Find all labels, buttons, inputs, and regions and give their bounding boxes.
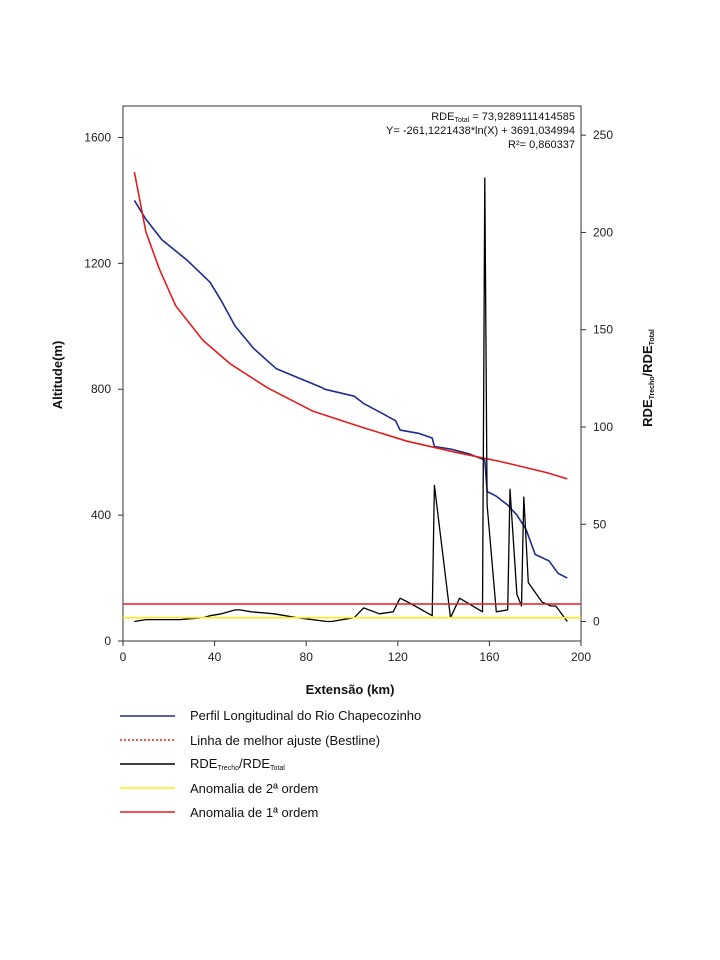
annotation-line-2: Y= -261,1221438*ln(X) + 3691,034994 — [386, 125, 575, 137]
plot-layer — [123, 171, 581, 623]
x-tick-label: 0 — [120, 650, 127, 664]
series-line-linha-de-melhor-ajuste-bestline — [133, 171, 568, 480]
x-tick-label: 40 — [208, 650, 222, 664]
legend-label-profile: Perfil Longitudinal do Rio Chapecozinho — [190, 708, 421, 723]
y2-tick-label: 200 — [593, 225, 613, 239]
plot-frame — [122, 105, 582, 642]
legend: Perfil Longitudinal do Rio Chapecozinho … — [120, 708, 421, 820]
x-tick-label: 200 — [571, 650, 591, 664]
y-axis-title: Altitude(m) — [50, 341, 65, 410]
legend-label-first-order: Anomalia de 1ª ordem — [190, 805, 318, 820]
series-line-perfil-longitudinal-do-rio-chapecozinho — [133, 199, 568, 579]
axes-layer: 0 40 80 120 160 200 0 400 800 1200 1600 0 50 100 150 20… — [84, 128, 613, 664]
annotation-line-1: RDETotal = 73,9289111414585 — [431, 111, 575, 124]
y-tick-label: 1200 — [84, 256, 111, 270]
legend-label-second-order: Anomalia de 2ª ordem — [190, 781, 318, 796]
y2-tick-label: 0 — [593, 615, 600, 629]
series-line-rde-trecho-rde-total — [134, 177, 568, 623]
y2-tick-label: 250 — [593, 128, 613, 142]
x-axis-title: Extensão (km) — [306, 682, 395, 697]
x-tick-label: 80 — [300, 650, 314, 664]
x-tick-label: 160 — [479, 650, 499, 664]
y2-tick-label: 150 — [593, 323, 613, 337]
y-tick-label: 800 — [91, 382, 111, 396]
x-tick-label: 120 — [388, 650, 408, 664]
legend-label-rde: RDETrecho/RDETotal — [190, 756, 285, 772]
y-tick-label: 0 — [104, 634, 111, 648]
legend-label-bestline: Linha de melhor ajuste (Bestline) — [190, 733, 380, 748]
y2-tick-label: 50 — [593, 517, 607, 531]
y-tick-label: 1600 — [84, 130, 111, 144]
annotation-line-3: R²= 0,860337 — [508, 139, 575, 151]
y2-tick-label: 100 — [593, 420, 613, 434]
y2-axis-title: RDETrecho/RDETotal — [640, 329, 656, 427]
y-tick-label: 400 — [91, 508, 111, 522]
